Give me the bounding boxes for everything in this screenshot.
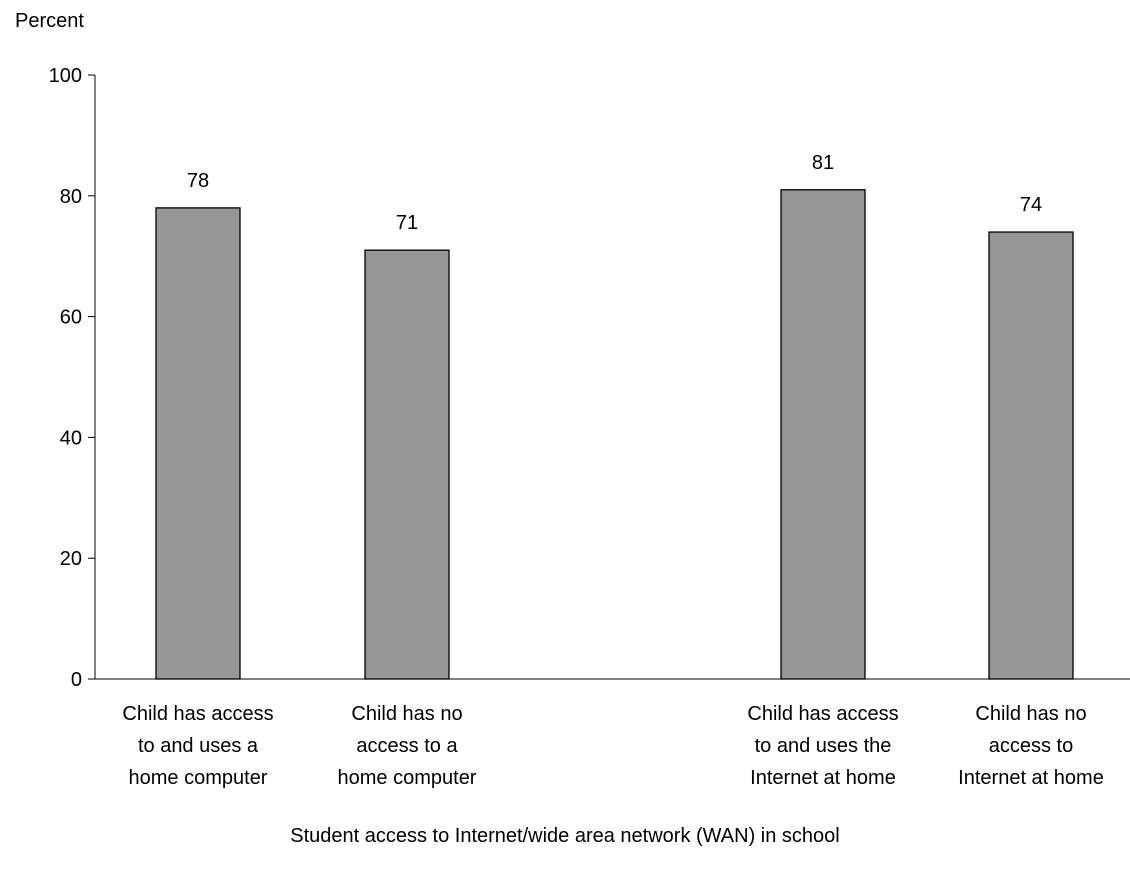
- x-axis-title: Student access to Internet/wide area net…: [290, 825, 840, 847]
- data-label: 71: [396, 212, 418, 234]
- y-tick-label: 0: [71, 669, 82, 691]
- x-tick-label: Child has access: [747, 703, 898, 725]
- x-tick-labels: Child has access to and uses a home comput…: [122, 703, 1103, 789]
- x-tick-label: Child has no: [351, 703, 462, 725]
- y-tick-label: 80: [60, 186, 82, 208]
- x-tick-label: home computer: [129, 767, 268, 789]
- bar: [155, 207, 241, 680]
- x-tick-label: home computer: [338, 767, 477, 789]
- y-ticks: 0 20 40 60 80 100: [49, 65, 95, 691]
- x-tick-label: Child has no: [975, 703, 1086, 725]
- y-axis-title: Percent: [15, 10, 84, 32]
- x-tick-label: access to a: [356, 735, 458, 757]
- data-labels: 78 71 81 74: [187, 152, 1042, 234]
- x-tick-label: to and uses a: [138, 735, 259, 757]
- x-tick-label: access to: [989, 735, 1073, 757]
- data-label: 74: [1020, 194, 1042, 216]
- axes: [94, 75, 1130, 680]
- data-label: 81: [812, 152, 834, 174]
- bar: [780, 189, 866, 680]
- y-tick-label: 100: [49, 65, 82, 87]
- y-tick-label: 20: [60, 548, 82, 570]
- y-tick-label: 60: [60, 307, 82, 329]
- x-tick-label: Internet at home: [750, 767, 896, 789]
- x-tick-label: to and uses the: [755, 735, 892, 757]
- bar: [988, 231, 1074, 680]
- data-label: 78: [187, 170, 209, 192]
- bars: [155, 189, 1074, 680]
- bar: [364, 249, 450, 680]
- x-tick-label: Internet at home: [958, 767, 1104, 789]
- x-tick-label: Child has access: [122, 703, 273, 725]
- y-tick-label: 40: [60, 427, 82, 449]
